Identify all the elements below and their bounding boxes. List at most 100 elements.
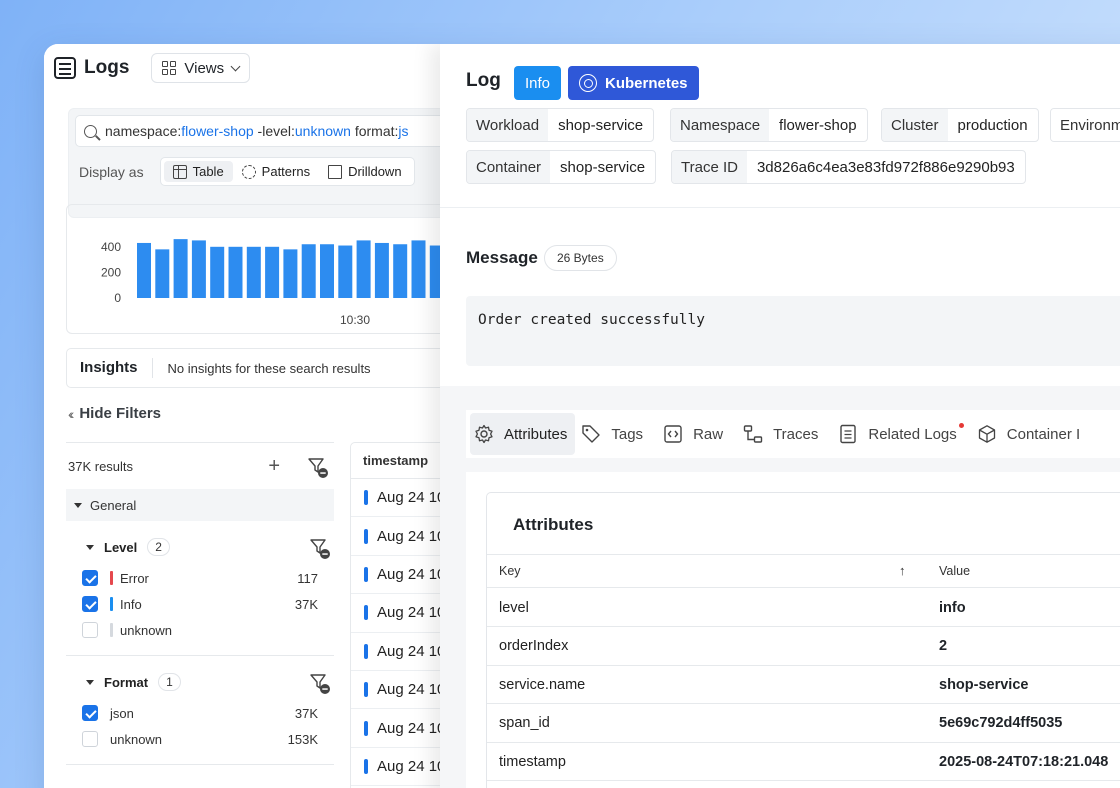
tag-key: Container (467, 151, 551, 183)
tag-trace-id[interactable]: Trace ID 3d826a6c4ea3e83fd972f886e9290b93 (671, 150, 1026, 184)
attribute-key: orderIndex (499, 638, 569, 655)
attribute-value: 2025-08-24T07:18:21.048 (939, 753, 1109, 770)
tag-key: Environm (1051, 109, 1120, 141)
mode-drilldown[interactable]: Drilldown (319, 161, 410, 182)
timestamp-cell: Aug 24 10 (377, 642, 446, 660)
kubernetes-badge[interactable]: Kubernetes (568, 66, 699, 100)
attribute-row[interactable]: span_id 5e69c792d4ff5035 (487, 704, 1120, 743)
key-column-header[interactable]: Key (499, 564, 521, 578)
histogram-bar[interactable] (320, 244, 334, 298)
histogram-bar[interactable] (155, 249, 170, 298)
gear-icon (475, 424, 493, 444)
clear-filter-icon[interactable] (308, 457, 328, 478)
attribute-row[interactable]: level info (487, 589, 1120, 628)
group-label: General (90, 497, 137, 513)
message-title: Message (466, 248, 538, 267)
display-as-label: Display as (79, 163, 144, 180)
attribute-row[interactable]: timestamp 2025-08-24T07:18:21.048 (487, 743, 1120, 781)
views-button[interactable]: Views (151, 53, 251, 83)
checkbox[interactable] (82, 622, 98, 638)
filter-option-count: 37K (294, 705, 318, 721)
log-detail-pane: Log Info Kubernetes Workload shop-service… (440, 44, 1120, 788)
query-key: namespace: (105, 123, 182, 139)
histogram-bar[interactable] (173, 239, 188, 298)
value-column-header[interactable]: Value (939, 564, 971, 578)
checkbox[interactable] (82, 731, 98, 747)
histogram-bar[interactable] (137, 242, 151, 298)
document-icon (840, 424, 857, 444)
tab-related-logs[interactable]: Related Logs (832, 413, 970, 455)
add-filter-icon[interactable]: + (268, 454, 280, 477)
tab-tags[interactable]: Tags (575, 413, 657, 455)
filter-option-count: 37K (294, 596, 318, 612)
filter-option[interactable]: Error 117 (82, 565, 334, 591)
filters-header: 37K results + (66, 443, 334, 489)
filter-group-general[interactable]: General (66, 489, 334, 521)
double-chevron-left-icon: ‹‹ (68, 405, 75, 422)
caret-down-icon (86, 544, 94, 550)
patterns-icon (241, 164, 256, 179)
histogram-bar[interactable] (191, 240, 206, 298)
checkbox[interactable] (82, 570, 98, 586)
tab-container-info[interactable]: Container I (971, 413, 1094, 455)
histogram-bar[interactable] (210, 246, 225, 298)
hide-filters-button[interactable]: ‹‹ Hide Filters (68, 405, 161, 422)
sort-arrow-icon[interactable]: ↑ (899, 563, 906, 578)
level-color-marker (110, 623, 113, 637)
histogram-bar[interactable] (265, 246, 280, 298)
level-header[interactable]: Level 2 (86, 529, 334, 565)
level-marker (364, 566, 368, 582)
tag-environment[interactable]: Environm (1050, 108, 1120, 142)
filter-option[interactable]: json 37K (82, 700, 334, 726)
tag-cluster[interactable]: Cluster production (881, 108, 1039, 142)
search-input[interactable]: namespace: flower-shop -level: unknown for… (75, 115, 475, 147)
grid-icon (162, 61, 177, 75)
x-tick-label: 10:30 (340, 313, 370, 327)
tag-value: shop-service (558, 116, 644, 134)
tag-value: shop-service (560, 158, 646, 176)
chevron-down-icon (230, 61, 241, 71)
mode-patterns[interactable]: Patterns (233, 161, 319, 182)
histogram-bar[interactable] (374, 242, 389, 298)
histogram-chart: 400 200 0 10:30 (101, 239, 444, 327)
tag-value: production (957, 116, 1028, 134)
histogram-bar[interactable] (356, 240, 371, 298)
histogram-bar[interactable] (301, 244, 316, 298)
mode-table[interactable]: Table (163, 161, 233, 182)
query-key: format: (350, 123, 399, 139)
y-tick-label: 0 (114, 291, 121, 305)
tab-attributes[interactable]: Attributes (470, 413, 576, 455)
tab-traces[interactable]: Traces (737, 413, 832, 455)
checkbox[interactable] (82, 705, 98, 721)
filter-option[interactable]: unknown (82, 617, 334, 643)
histogram-bar[interactable] (228, 246, 243, 298)
histogram-bar[interactable] (338, 245, 353, 298)
histogram-bar[interactable] (393, 244, 408, 298)
tag-namespace[interactable]: Namespace flower-shop (670, 108, 868, 142)
format-header[interactable]: Format 1 (86, 664, 334, 700)
clear-filter-icon[interactable] (310, 673, 330, 694)
level-marker (364, 605, 368, 621)
tag-value: flower-shop (779, 116, 857, 134)
filter-option[interactable]: Info 37K (82, 591, 334, 617)
query-key: -level: (253, 123, 295, 139)
filter-section-format: Format 1 json 37K unknown 153K (66, 664, 334, 765)
histogram-bar[interactable] (411, 240, 426, 298)
filter-option-label: Error (120, 570, 149, 586)
attribute-row[interactable]: service.name shop-service (487, 666, 1120, 705)
clear-filter-icon[interactable] (310, 538, 330, 559)
cube-icon (978, 425, 995, 443)
format-title: Format (104, 674, 149, 690)
app-window: Logs Views namespace: flower-shop -level:… (44, 44, 1120, 788)
y-tick-label: 400 (101, 240, 121, 254)
level-marker (364, 643, 368, 659)
tab-raw[interactable]: Raw (657, 413, 737, 455)
filter-option[interactable]: unknown 153K (82, 726, 334, 752)
tag-workload[interactable]: Workload shop-service (466, 108, 655, 142)
histogram-bar[interactable] (283, 249, 298, 298)
tag-container[interactable]: Container shop-service (466, 150, 657, 184)
tag-key: Cluster (882, 109, 948, 141)
histogram-bar[interactable] (246, 246, 261, 298)
checkbox[interactable] (82, 596, 98, 612)
attribute-row[interactable]: orderIndex 2 (487, 627, 1120, 666)
